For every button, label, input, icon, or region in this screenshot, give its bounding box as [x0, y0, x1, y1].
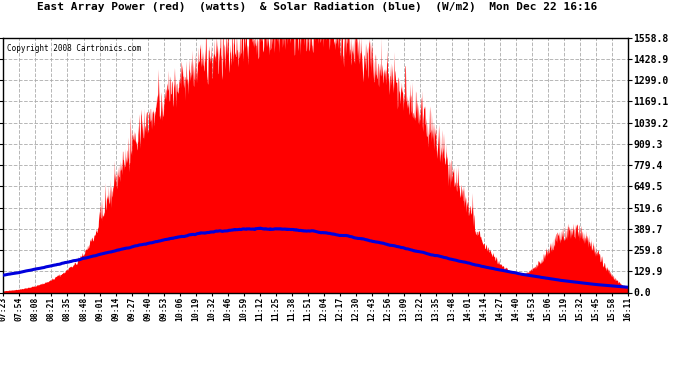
Text: East Array Power (red)  (watts)  & Solar Radiation (blue)  (W/m2)  Mon Dec 22 16: East Array Power (red) (watts) & Solar R…: [37, 2, 598, 12]
Text: Copyright 2008 Cartronics.com: Copyright 2008 Cartronics.com: [7, 44, 141, 53]
